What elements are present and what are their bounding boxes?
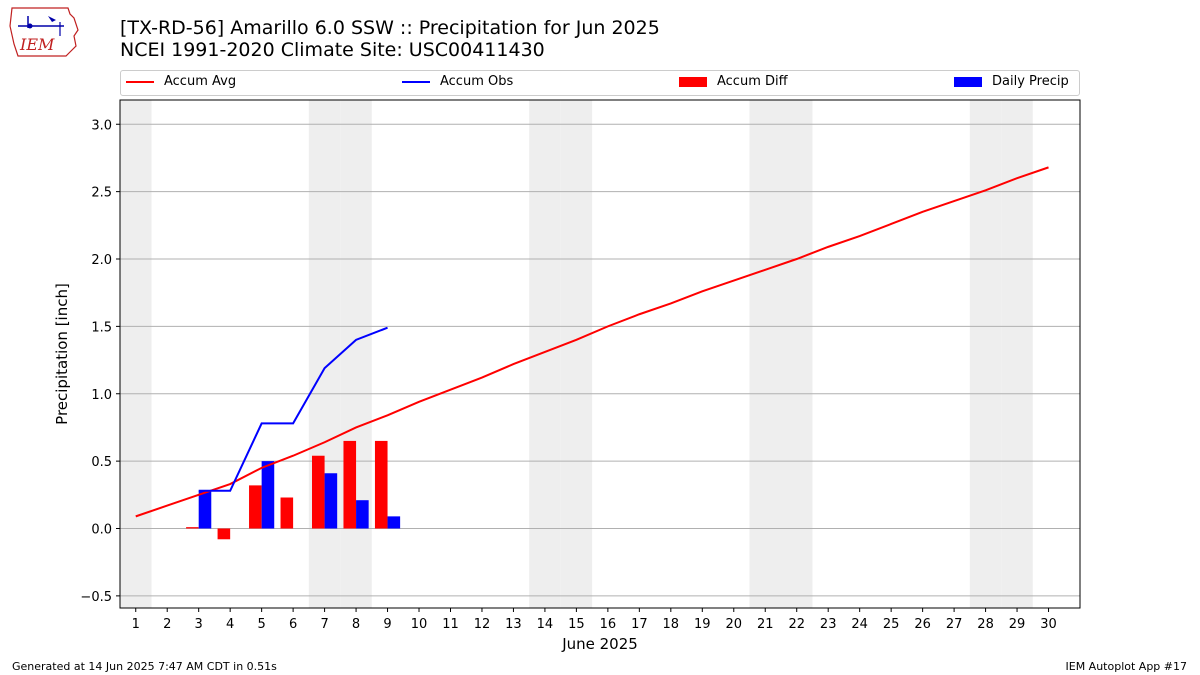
x-tick-label: 27	[946, 617, 963, 632]
x-tick-label: 21	[757, 617, 774, 632]
weekend-band-day-22	[780, 100, 813, 608]
legend-item-accum-avg: Accum Avg	[126, 74, 236, 89]
x-tick-label: 17	[631, 617, 648, 632]
y-tick-label: 1.5	[91, 320, 112, 335]
diff-bar-day-9	[374, 440, 388, 529]
weekend-band-day-14	[529, 100, 561, 608]
x-tick-label: 25	[883, 617, 900, 632]
x-tick-label: 23	[820, 617, 837, 632]
x-tick-label: 10	[411, 617, 428, 632]
x-tick-label: 26	[914, 617, 931, 632]
footer-app-id: IEM Autoplot App #17	[1065, 660, 1188, 673]
plot-frame	[119, 99, 1081, 609]
weekend-band-day-15	[560, 100, 593, 608]
accum-avg-line	[135, 166, 1049, 518]
weekend-band-day-7	[308, 100, 341, 608]
diff-bar-day-6	[280, 497, 294, 529]
x-tick-label: 24	[851, 617, 868, 632]
x-tick-label: 20	[725, 617, 742, 632]
x-tick-label: 2	[163, 617, 171, 632]
daily-precip-bar-day-3	[198, 490, 212, 529]
legend-label-accum-avg: Accum Avg	[164, 74, 237, 89]
chart-title: [TX-RD-56] Amarillo 6.0 SSW :: Precipita…	[120, 17, 660, 39]
x-tick-label: 16	[600, 617, 617, 632]
legend-label-accum-obs: Accum Obs	[440, 74, 514, 89]
x-tick-label: 12	[474, 617, 491, 632]
x-axis-label: June 2025	[561, 635, 638, 653]
x-tick-label: 29	[1009, 617, 1026, 632]
diff-bar-day-8	[343, 440, 357, 529]
weekend-band-day-1	[120, 100, 152, 608]
x-tick-label: 3	[195, 617, 203, 632]
x-tick-label: 11	[442, 617, 459, 632]
legend-label-daily-precip: Daily Precip	[992, 74, 1069, 89]
x-tick-label: 13	[505, 617, 522, 632]
x-tick-label: 5	[257, 617, 265, 632]
y-tick-label: 0.0	[91, 522, 112, 537]
y-tick-label: −0.5	[80, 590, 112, 605]
x-tick-label: 19	[694, 617, 711, 632]
x-tick-label: 30	[1040, 617, 1057, 632]
y-axis-label: Precipitation [inch]	[53, 283, 71, 425]
x-tick-label: 22	[788, 617, 805, 632]
y-tick-label: 2.0	[91, 253, 112, 268]
legend-item-accum-diff: Accum Diff	[679, 74, 788, 89]
accum-obs-line	[198, 326, 388, 492]
y-tick-label: 2.5	[91, 186, 112, 201]
daily-precip-bar-day-8	[356, 500, 369, 529]
y-tick-label: 3.0	[91, 118, 112, 133]
x-tick-label: 8	[352, 617, 360, 632]
legend-swatch-accum-diff	[679, 76, 707, 87]
weekend-band-day-28	[969, 100, 1002, 608]
x-tick-label: 28	[977, 617, 994, 632]
x-tick-label: 18	[663, 617, 680, 632]
daily-precip-bar-day-7	[324, 473, 338, 529]
diff-bar-day-4	[217, 528, 231, 540]
y-tick-label: 0.5	[91, 455, 112, 470]
daily-precip-bar-day-5	[261, 461, 275, 529]
legend-swatch-daily-precip	[954, 76, 982, 87]
weekend-band-day-8	[340, 100, 372, 608]
diff-bar-day-7	[312, 455, 325, 529]
legend: Accum Avg Accum Obs Accum Diff Daily Pre…	[120, 70, 1080, 96]
legend-item-accum-obs: Accum Obs	[402, 74, 513, 89]
diff-bar-day-3	[186, 527, 199, 529]
legend-swatch-accum-avg	[126, 80, 154, 83]
diff-bar-day-5	[249, 485, 262, 529]
x-tick-label: 9	[383, 617, 391, 632]
legend-item-daily-precip: Daily Precip	[954, 74, 1069, 89]
daily-precip-bar-day-9	[387, 516, 401, 529]
chart-subtitle: NCEI 1991-2020 Climate Site: USC00411430	[120, 39, 545, 61]
x-tick-label: 15	[568, 617, 585, 632]
logo-text: IEM	[19, 35, 55, 54]
x-tick-label: 1	[132, 617, 140, 632]
x-tick-label: 14	[537, 617, 554, 632]
weekend-band-day-29	[1001, 100, 1033, 608]
x-tick-label: 6	[289, 617, 297, 632]
weekend-band-day-21	[749, 100, 781, 608]
y-tick-label: 1.0	[91, 388, 112, 403]
footer-generated: Generated at 14 Jun 2025 7:47 AM CDT in …	[12, 660, 277, 673]
x-tick-label: 7	[320, 617, 328, 632]
legend-label-accum-diff: Accum Diff	[717, 74, 788, 89]
x-tick-label: 4	[226, 617, 234, 632]
legend-swatch-accum-obs	[402, 80, 430, 83]
iem-logo: IEM	[9, 7, 79, 57]
